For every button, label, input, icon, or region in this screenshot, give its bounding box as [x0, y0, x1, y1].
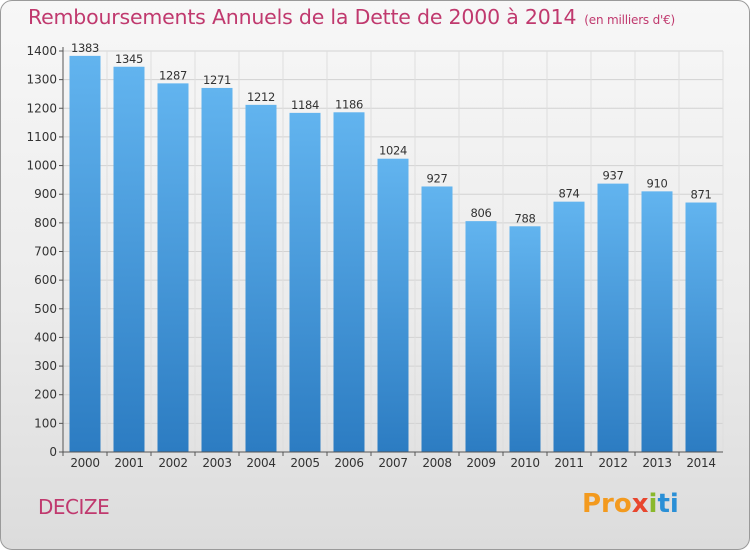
bar-value-label: 1345: [115, 52, 143, 66]
y-tick-label: 900: [34, 187, 57, 201]
x-tick-label: 2004: [246, 456, 275, 470]
bar-value-label: 806: [470, 206, 491, 220]
x-tick-label: 2007: [378, 456, 407, 470]
bar: [421, 186, 453, 452]
x-tick-label: 2013: [642, 456, 671, 470]
x-tick-label: 2009: [466, 456, 495, 470]
bar-value-label: 1184: [291, 98, 319, 112]
bar-value-label: 874: [558, 187, 579, 201]
bar: [113, 66, 145, 452]
x-tick-label: 2008: [422, 456, 451, 470]
bar-value-label: 1024: [379, 144, 407, 158]
bar-value-label: 1287: [159, 68, 187, 82]
bar: [333, 112, 365, 452]
y-tick-label: 1100: [26, 130, 57, 144]
chart-title: Remboursements Annuels de la Dette de 20…: [28, 5, 675, 29]
bar-value-label: 1186: [335, 97, 363, 111]
y-tick-label: 600: [34, 273, 57, 287]
proxiti-logo: Proxiti: [582, 489, 679, 519]
bar: [641, 191, 673, 452]
bar: [509, 226, 541, 452]
y-tick-label: 700: [34, 245, 57, 259]
bar: [685, 202, 717, 452]
bar: [465, 221, 497, 452]
bar-value-label: 927: [426, 171, 447, 185]
y-tick-label: 500: [34, 302, 57, 316]
x-tick-label: 2001: [114, 456, 143, 470]
x-tick-label: 2014: [686, 456, 715, 470]
y-tick-label: 300: [34, 359, 57, 373]
x-tick-label: 2010: [510, 456, 539, 470]
bar-value-label: 910: [646, 176, 667, 190]
bar-value-label: 1212: [247, 90, 275, 104]
y-tick-label: 1000: [26, 159, 57, 173]
y-tick-label: 0: [49, 445, 57, 459]
x-tick-label: 2000: [70, 456, 99, 470]
bar: [69, 55, 101, 452]
bar-value-label: 788: [514, 211, 535, 225]
x-tick-label: 2005: [290, 456, 319, 470]
y-tick-label: 1300: [26, 73, 57, 87]
bar-value-label: 937: [602, 169, 623, 183]
logo-part: ti: [657, 489, 679, 519]
bar-value-label: 1271: [203, 73, 231, 87]
bar-value-label: 871: [690, 188, 711, 202]
bar: [597, 183, 629, 452]
bar: [553, 201, 585, 452]
bar: [377, 158, 409, 452]
y-tick-label: 1400: [26, 44, 57, 58]
bar: [289, 112, 321, 453]
title-text: Remboursements Annuels de la Dette de 20…: [28, 5, 577, 29]
chart-subtitle: (en milliers d'€): [584, 13, 676, 27]
x-tick-label: 2011: [554, 456, 583, 470]
bar: [157, 83, 189, 453]
x-tick-label: 2003: [202, 456, 231, 470]
y-tick-label: 100: [34, 416, 57, 430]
y-tick-label: 1200: [26, 101, 57, 115]
logo-part: Pro: [582, 489, 632, 519]
bar: [245, 104, 277, 452]
y-tick-label: 800: [34, 216, 57, 230]
bar: [201, 87, 233, 453]
y-tick-label: 400: [34, 330, 57, 344]
x-tick-label: 2012: [598, 456, 627, 470]
logo-part: i: [648, 489, 658, 519]
y-tick-label: 200: [34, 388, 57, 402]
commune-name: DECIZE: [38, 495, 110, 519]
x-tick-label: 2002: [158, 456, 187, 470]
bar-value-label: 1383: [71, 41, 99, 55]
logo-part: x: [631, 489, 649, 519]
x-tick-label: 2006: [334, 456, 363, 470]
